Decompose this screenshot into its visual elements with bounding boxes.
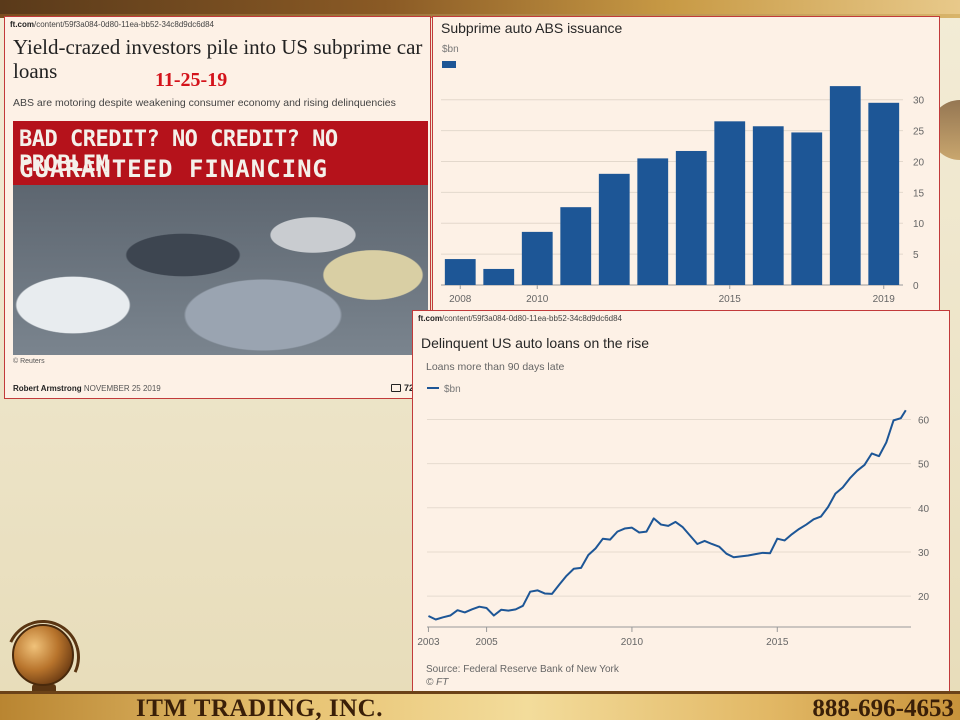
bar-x-tick-label: 2010 <box>526 294 549 305</box>
article-screenshot: ft.com/content/59f3a084-0d80-11ea-bb52-3… <box>4 16 431 399</box>
line-y-tick-label: 60 <box>918 415 930 426</box>
dealership-banner: BAD CREDIT? NO CREDIT? NO PROBLEM GUARAN… <box>13 121 428 185</box>
chart-source: Source: Federal Reserve Bank of New York <box>426 664 619 675</box>
bar-y-tick-label: 5 <box>913 250 919 261</box>
bar <box>714 121 746 285</box>
line-chart-subtitle: Loans more than 90 days late <box>426 361 565 373</box>
comment-count: 72 <box>403 383 414 393</box>
line-y-tick-label: 50 <box>918 460 930 471</box>
ft-copyright: © FT <box>426 677 449 688</box>
legend-label: $bn <box>444 384 461 395</box>
line-chart-title: Delinquent US auto loans on the rise <box>421 335 650 351</box>
comments-link[interactable]: 72 <box>390 383 414 393</box>
bar-x-tick-label: 2015 <box>719 294 742 305</box>
bar <box>598 173 630 285</box>
line-legend: $bn <box>427 384 461 395</box>
line-y-tick-label: 30 <box>918 548 930 559</box>
bar-y-tick-label: 25 <box>913 127 925 138</box>
car-lot <box>13 185 428 355</box>
legend-line-marker <box>427 387 439 389</box>
banner-line-1: BAD CREDIT? NO CREDIT? NO PROBLEM <box>19 127 338 177</box>
bar-y-tick-label: 0 <box>913 281 919 292</box>
bar-y-tick-label: 30 <box>913 96 925 107</box>
bar-chart-panel: Subprime auto ABS issuance $bn 0 5 10 15 20 2… <box>432 16 940 312</box>
bottom-decorative-band <box>0 691 960 720</box>
bar <box>521 231 553 285</box>
line-y-tick-label: 40 <box>918 504 930 515</box>
date-overlay: 11-25-19 <box>155 69 228 91</box>
bar-chart: 0 5 10 15 20 25 30 2008 2010 2015 2019 <box>441 86 925 305</box>
publish-date: NOVEMBER 25 2019 <box>83 384 161 393</box>
bar <box>444 259 476 285</box>
globe-graphic <box>12 624 74 686</box>
comment-bubble-icon <box>390 384 401 392</box>
bar <box>675 150 707 285</box>
line-x-tick-label: 2005 <box>475 637 498 648</box>
banner-line-2: GUARANTEED FINANCING <box>19 155 328 183</box>
line-x-tick-label: 2010 <box>621 637 644 648</box>
author-name[interactable]: Robert Armstrong <box>13 384 82 393</box>
bar-x-tick-label: 2019 <box>873 294 896 305</box>
line-y-tick-label: 20 <box>918 592 930 603</box>
bar <box>829 86 861 285</box>
bar-y-tick-label: 10 <box>913 219 925 230</box>
article-headline[interactable]: Yield-crazed investors pile into US subp… <box>13 35 423 83</box>
line-x-tick-label: 2015 <box>766 637 789 648</box>
bar <box>483 268 515 285</box>
line-x-tick-label: 2003 <box>417 637 440 648</box>
line-chart: 20 30 40 50 60 2003 2005 2010 2015 <box>417 409 930 648</box>
byline: Robert Armstrong NOVEMBER 25 2019 <box>13 384 161 393</box>
article-standfirst: ABS are motoring despite weakening consu… <box>13 97 396 109</box>
bar-chart-title: Subprime auto ABS issuance <box>441 20 623 36</box>
bar-legend-swatch <box>442 61 456 68</box>
bar-y-tick-label: 15 <box>913 188 925 199</box>
line-chart-panel: ft.com/content/59f3a084-0d80-11ea-bb52-3… <box>412 310 950 693</box>
bar-chart-unit: $bn <box>442 44 459 55</box>
line-panel-url[interactable]: ft.com/content/59f3a084-0d80-11ea-bb52-3… <box>418 314 622 323</box>
photo-credit: © Reuters <box>13 358 45 365</box>
bar <box>868 102 900 285</box>
delinquency-line <box>428 409 907 621</box>
bar-y-tick-label: 20 <box>913 157 925 168</box>
bar <box>752 126 784 285</box>
bar <box>791 132 823 285</box>
article-photo: BAD CREDIT? NO CREDIT? NO PROBLEM GUARAN… <box>13 121 428 355</box>
phone-number[interactable]: 888-696-4653 <box>812 695 954 720</box>
bar <box>637 158 669 285</box>
company-name: ITM TRADING, INC. <box>136 695 383 720</box>
bar-x-tick-label: 2008 <box>449 294 472 305</box>
article-url[interactable]: ft.com/content/59f3a084-0d80-11ea-bb52-3… <box>10 20 214 29</box>
bar <box>560 207 592 285</box>
top-decorative-band <box>0 0 960 18</box>
